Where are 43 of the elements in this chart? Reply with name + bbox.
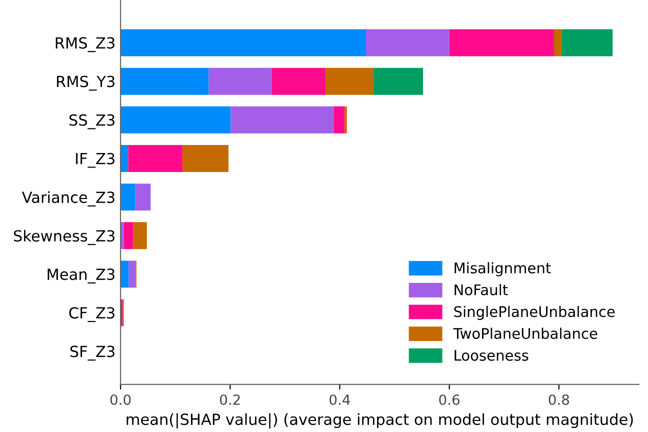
- y-tick-label: IF_Z3: [76, 152, 114, 168]
- bar: [120, 145, 128, 172]
- y-tick-label: SF_Z3: [70, 346, 114, 361]
- bar: [272, 68, 326, 95]
- bar: [135, 184, 151, 211]
- y-tick-label: Variance_Z3: [22, 191, 114, 206]
- bar: [120, 222, 124, 250]
- bar: [373, 68, 424, 95]
- legend-label: NoFault: [454, 284, 508, 296]
- x-tick-label: 0.8: [548, 394, 570, 405]
- bar: [562, 29, 613, 56]
- legend-label: TwoPlaneUnbalance: [453, 328, 598, 339]
- x-tick-label: 0.4: [330, 394, 350, 405]
- bar: [554, 29, 562, 56]
- bar: [230, 106, 334, 134]
- bar: [120, 29, 366, 56]
- bar: [120, 68, 209, 95]
- x-tick-label: 0.2: [220, 394, 240, 405]
- y-tick-label: Mean_Z3: [48, 268, 114, 284]
- bar: [128, 260, 136, 288]
- legend-label: Misalignment: [454, 262, 551, 276]
- y-tick-label: RMS_Y3: [56, 76, 114, 91]
- x-tick-label: 0.6: [439, 394, 460, 405]
- y-tick-label: RMS_Z3: [56, 37, 114, 52]
- bar: [120, 260, 129, 288]
- y-tick-label: Skewness_Z3: [14, 230, 114, 246]
- bar: [133, 222, 147, 250]
- x-tick-label: 0.0: [110, 394, 131, 405]
- bar: [334, 106, 345, 134]
- bar: [124, 222, 134, 250]
- bar: [120, 184, 136, 211]
- legend-label: Looseness: [454, 350, 528, 361]
- bar: [449, 29, 554, 56]
- bar: [366, 29, 450, 56]
- bar: [128, 145, 182, 172]
- bar: [325, 68, 374, 95]
- y-tick-label: SS_Z3: [69, 114, 114, 130]
- bar: [208, 68, 272, 95]
- legend-label: SinglePlaneUnbalance: [454, 306, 615, 320]
- bar: [182, 145, 228, 172]
- bar: [120, 106, 231, 134]
- x-axis-title: mean(|SHAP value|) (average impact on model output magnitude): [126, 413, 633, 428]
- y-tick-label: CF_Z3: [69, 307, 114, 322]
